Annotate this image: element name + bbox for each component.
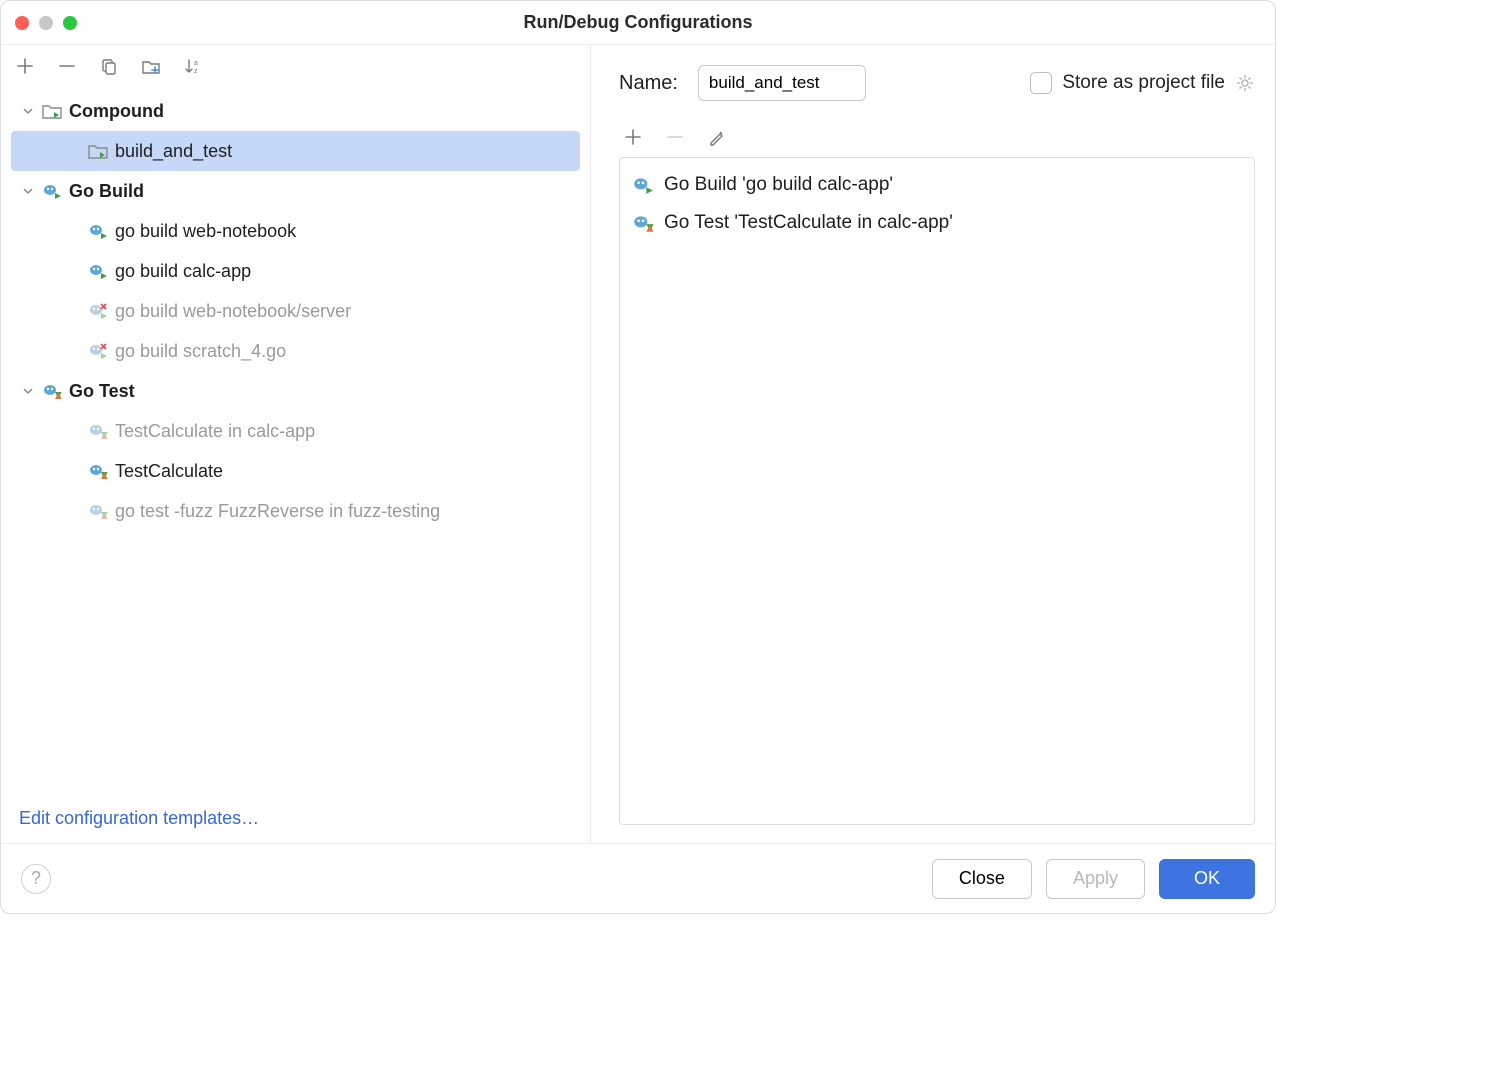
chevron-down-icon (21, 186, 35, 196)
sidebar-footer: Edit configuration templates… (1, 794, 590, 843)
dialog-body: az Compound bu (1, 45, 1275, 843)
name-label: Name: (619, 72, 678, 95)
tree-group-label: Go Build (69, 181, 144, 202)
tree-group-compound[interactable]: Compound (1, 91, 590, 131)
name-row: Name: Store as project file (619, 65, 1255, 101)
go-test-icon (87, 502, 109, 520)
copy-configuration-button[interactable] (99, 56, 119, 76)
tree-item-label: TestCalculate (115, 461, 223, 482)
sort-button[interactable]: az (183, 56, 203, 76)
svg-text:a: a (194, 60, 198, 67)
compound-folder-icon (87, 143, 109, 159)
store-label: Store as project file (1062, 72, 1225, 94)
config-tree: Compound build_and_test Go Bu (1, 87, 590, 794)
tree-item-label: build_and_test (115, 141, 232, 162)
tree-item[interactable]: TestCalculate in calc-app (1, 411, 590, 451)
go-build-icon (632, 175, 654, 195)
tree-item[interactable]: go build calc-app (1, 251, 590, 291)
go-test-icon (41, 382, 63, 400)
go-build-icon (87, 262, 109, 280)
config-name-input[interactable] (698, 65, 866, 101)
tree-item[interactable]: go build web-notebook/server (1, 291, 590, 331)
list-add-button[interactable] (623, 127, 643, 147)
ok-button[interactable]: OK (1159, 859, 1255, 899)
list-item-label: Go Build 'go build calc-app' (664, 174, 893, 196)
go-test-icon (87, 462, 109, 480)
go-test-icon (87, 422, 109, 440)
tree-item-build-and-test[interactable]: build_and_test (11, 131, 580, 171)
remove-configuration-button[interactable] (57, 56, 77, 76)
store-as-project-file[interactable]: Store as project file (1030, 72, 1255, 94)
titlebar: Run/Debug Configurations (1, 1, 1275, 45)
tree-group-go-build[interactable]: Go Build (1, 171, 590, 211)
tree-item-label: TestCalculate in calc-app (115, 421, 315, 442)
tree-group-go-test[interactable]: Go Test (1, 371, 590, 411)
details-panel: Name: Store as project file (591, 45, 1275, 843)
go-build-icon (87, 222, 109, 240)
chevron-down-icon (21, 106, 35, 116)
compound-members-list: Go Build 'go build calc-app' Go Test 'Te… (619, 157, 1255, 825)
chevron-down-icon (21, 386, 35, 396)
tree-item-label: go test -fuzz FuzzReverse in fuzz-testin… (115, 501, 440, 522)
add-configuration-button[interactable] (15, 56, 35, 76)
go-build-error-icon (87, 302, 109, 320)
help-button[interactable]: ? (21, 864, 51, 894)
go-test-icon (632, 213, 654, 233)
edit-templates-link[interactable]: Edit configuration templates… (19, 808, 259, 828)
list-remove-button[interactable] (665, 127, 685, 147)
svg-text:z: z (194, 68, 198, 75)
sidebar-toolbar: az (1, 45, 590, 87)
go-build-error-icon (87, 342, 109, 360)
tree-item[interactable]: go build scratch_4.go (1, 331, 590, 371)
dialog-footer: ? Close Apply OK (1, 843, 1275, 913)
go-build-icon (41, 182, 63, 200)
list-item[interactable]: Go Build 'go build calc-app' (626, 166, 1248, 204)
sidebar: az Compound bu (1, 45, 591, 843)
store-checkbox[interactable] (1030, 72, 1052, 94)
dialog-window: Run/Debug Configurations az (0, 0, 1276, 914)
tree-item-label: go build scratch_4.go (115, 341, 286, 362)
close-button[interactable]: Close (932, 859, 1032, 899)
apply-button[interactable]: Apply (1046, 859, 1145, 899)
save-template-button[interactable] (141, 56, 161, 76)
tree-item[interactable]: TestCalculate (1, 451, 590, 491)
tree-item[interactable]: go build web-notebook (1, 211, 590, 251)
list-edit-button[interactable] (707, 127, 727, 147)
tree-item-label: go build web-notebook/server (115, 301, 351, 322)
list-item-label: Go Test 'TestCalculate in calc-app' (664, 212, 953, 234)
tree-group-label: Compound (69, 101, 164, 122)
list-toolbar (619, 101, 1255, 157)
tree-item-label: go build calc-app (115, 261, 251, 282)
dialog-title: Run/Debug Configurations (1, 12, 1275, 33)
list-item[interactable]: Go Test 'TestCalculate in calc-app' (626, 204, 1248, 242)
gear-icon[interactable] (1235, 73, 1255, 93)
tree-item-label: go build web-notebook (115, 221, 296, 242)
tree-group-label: Go Test (69, 381, 135, 402)
compound-folder-icon (41, 103, 63, 119)
tree-item[interactable]: go test -fuzz FuzzReverse in fuzz-testin… (1, 491, 590, 531)
